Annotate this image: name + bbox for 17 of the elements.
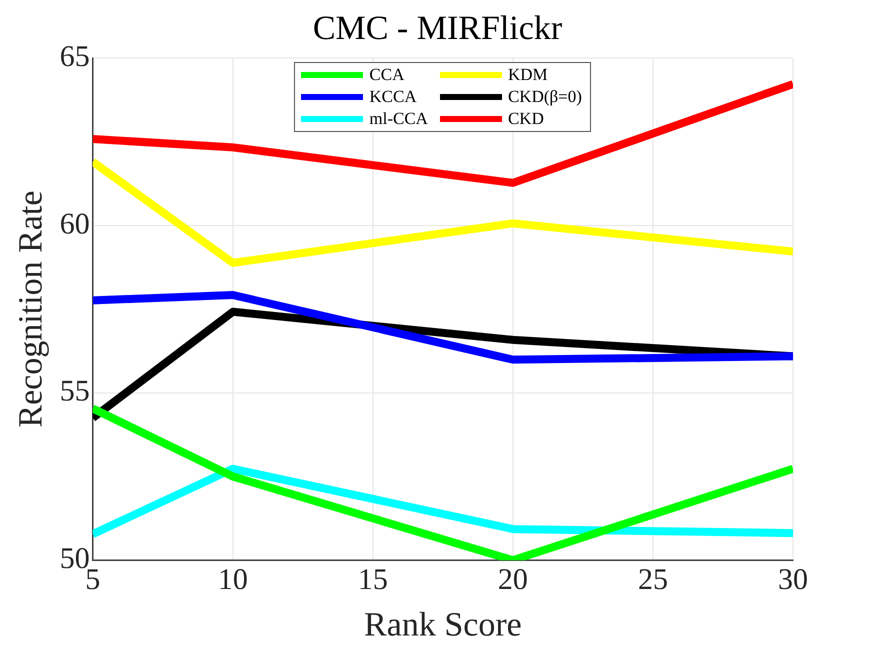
legend-label: KDM	[508, 65, 548, 85]
x-tick-label: 30	[778, 563, 808, 596]
legend-label: KCCA	[369, 87, 417, 107]
y-tick-label: 65	[60, 40, 90, 73]
legend-label: CCA	[369, 65, 404, 85]
chart-title: CMC - MIRFlickr	[312, 10, 562, 47]
legend-label: CKD(β=0)	[508, 87, 582, 107]
y-axis-title: Recognition Rate	[12, 190, 50, 428]
x-tick-label: 25	[638, 563, 668, 596]
y-tick-label: 60	[60, 207, 90, 240]
x-tick-label: 10	[218, 563, 248, 596]
x-axis-title: Rank Score	[364, 606, 522, 644]
y-tick-label: 55	[60, 374, 90, 408]
legend-label: ml-CCA	[369, 109, 428, 129]
legend-label: CKD	[508, 109, 544, 129]
x-tick-label: 15	[358, 563, 388, 596]
x-tick-label: 20	[498, 563, 528, 596]
